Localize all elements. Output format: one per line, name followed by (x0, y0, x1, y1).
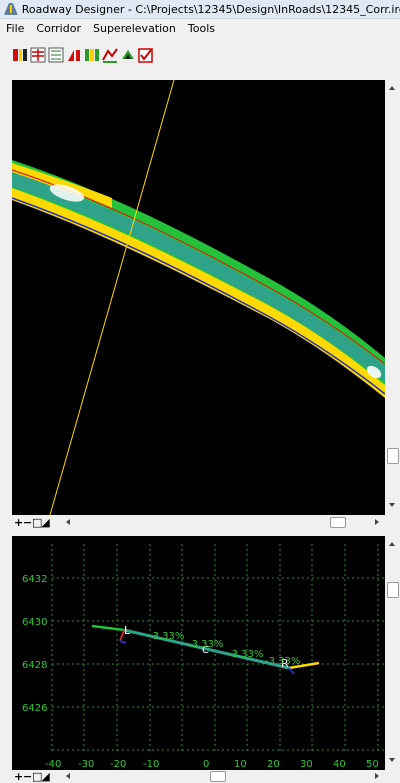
slope-label: -3.33% (149, 631, 184, 642)
point-controls-icon[interactable] (12, 47, 28, 63)
slope-label: -3.33% (228, 649, 263, 660)
x-tick-label: 50 (366, 759, 379, 770)
cross-section-view[interactable]: 6432 6430 6428 6426 -40 -30 -20 -10 0 10… (12, 536, 385, 770)
fit-view-button[interactable]: □ (32, 770, 43, 783)
toolbar (0, 38, 400, 72)
left-edge-blue (119, 640, 127, 644)
x-tick-label: 40 (333, 759, 346, 770)
left-shoulder-line (91, 624, 125, 632)
grid-vertical (51, 544, 379, 754)
zoom-out-button[interactable]: − (23, 516, 33, 529)
parametric-constraints-icon[interactable] (84, 47, 100, 63)
scroll-left-arrow[interactable] (66, 519, 70, 525)
scroll-up-arrow[interactable] (389, 86, 395, 90)
left-edge-red (119, 629, 125, 642)
scroll-thumb[interactable] (387, 448, 399, 464)
scroll-thumb[interactable] (387, 582, 399, 598)
point-label-left: L (124, 624, 131, 637)
right-edge-blue (288, 667, 295, 675)
pane-divider[interactable] (0, 530, 400, 536)
template-drops-icon[interactable] (30, 47, 46, 63)
plan-vertical-scrollbar[interactable] (385, 80, 400, 515)
cross-section-vertical-scrollbar[interactable] (385, 536, 400, 770)
x-tick-label: 10 (234, 759, 247, 770)
slope-label: -3.33% (265, 656, 300, 667)
checkbox-icon[interactable] (138, 47, 154, 63)
scroll-right-arrow[interactable] (375, 519, 379, 525)
menu-bar: File Corridor Superelevation Tools (0, 19, 400, 37)
plan-zoom-controls: + − □ ◢ (14, 517, 50, 528)
plan-view[interactable] (12, 80, 385, 515)
y-tick-label: 6428 (22, 660, 47, 671)
x-tick-label: -30 (78, 759, 94, 770)
point-label-center: C (202, 645, 209, 656)
scroll-up-arrow[interactable] (389, 542, 395, 546)
x-tick-label: -20 (110, 759, 126, 770)
y-tick-label: 6430 (22, 617, 47, 628)
x-tick-label: 20 (267, 759, 280, 770)
plan-view-canvas[interactable] (12, 80, 385, 515)
superelevation-icon[interactable] (66, 47, 82, 63)
roadway-designer-icon (4, 3, 18, 15)
right-shoulder-line (288, 661, 320, 670)
scroll-down-arrow[interactable] (389, 503, 395, 507)
surface-icon[interactable] (102, 47, 118, 63)
create-surface-icon[interactable] (120, 47, 136, 63)
zoom-in-button[interactable]: + (14, 516, 24, 529)
pavement-band (12, 172, 385, 382)
title-bar: Roadway Designer - C:\Projects\12345\Des… (0, 0, 400, 19)
x-tick-label: -40 (45, 759, 61, 770)
edge-line-blue (12, 197, 385, 395)
zoom-out-button[interactable]: − (23, 770, 33, 783)
station-line (49, 80, 175, 515)
scroll-left-arrow[interactable] (66, 773, 70, 779)
plan-horizontal-bar: + − □ ◢ (12, 515, 385, 530)
point-label-right: R (281, 657, 289, 670)
scroll-right-arrow[interactable] (375, 773, 379, 779)
scroll-down-arrow[interactable] (389, 758, 395, 762)
y-tick-label: 6432 (22, 574, 47, 585)
window-title: Roadway Designer - C:\Projects\12345\Des… (21, 2, 400, 16)
horizontal-scroll-thumb[interactable] (210, 771, 226, 782)
menu-corridor[interactable]: Corridor (36, 21, 81, 35)
edge-line-yellow (12, 188, 385, 398)
fit-view-button[interactable]: □ (32, 516, 43, 529)
highlight-right (366, 365, 382, 379)
pan-button[interactable]: ◢ (41, 516, 50, 529)
cross-section-canvas[interactable]: 6432 6430 6428 6426 -40 -30 -20 -10 0 10… (12, 536, 385, 770)
highlight-left (49, 184, 85, 202)
x-tick-label: 30 (300, 759, 313, 770)
grid-horizontal (52, 577, 385, 751)
display-reference-icon[interactable] (48, 47, 64, 63)
menu-tools[interactable]: Tools (187, 21, 215, 35)
pan-button[interactable]: ◢ (41, 770, 50, 783)
x-tick-label: -10 (143, 759, 159, 770)
pavement-line (123, 628, 290, 670)
horizontal-scroll-thumb[interactable] (330, 517, 346, 528)
zoom-in-button[interactable]: + (14, 770, 24, 783)
xs-zoom-controls: + − □ ◢ (14, 771, 50, 782)
menu-superelevation[interactable]: Superelevation (92, 21, 176, 35)
x-tick-label: 0 (203, 759, 209, 770)
cross-section-horizontal-bar: + − □ ◢ (12, 770, 385, 783)
menu-file[interactable]: File (6, 21, 25, 35)
slope-label: -3.33% (188, 639, 223, 650)
y-tick-label: 6426 (22, 703, 47, 714)
